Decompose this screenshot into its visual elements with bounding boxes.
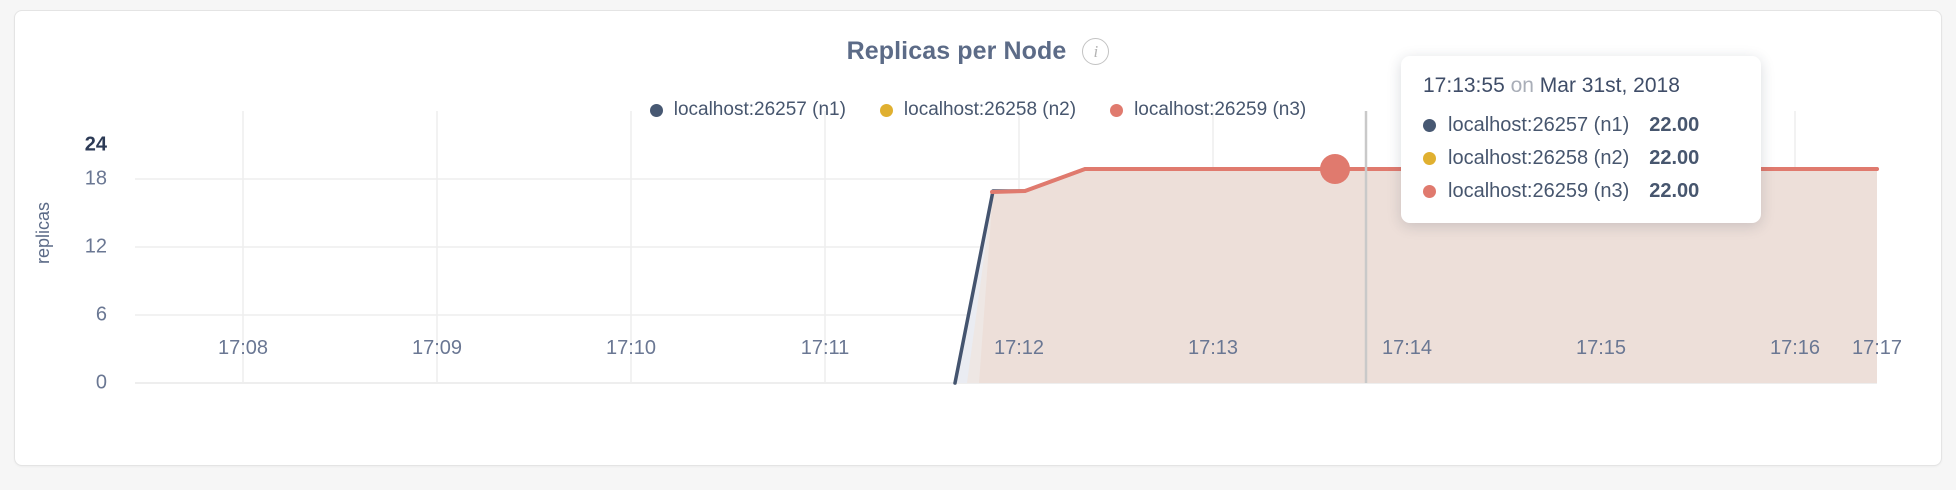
tooltip-dot-icon xyxy=(1423,152,1436,165)
tooltip-dot-icon xyxy=(1423,119,1436,132)
legend-dot-icon xyxy=(1110,103,1124,117)
legend-label-n2: localhost:26258 (n2) xyxy=(903,99,1077,120)
legend-item-n3[interactable]: localhost:26259 (n3) xyxy=(1110,99,1306,121)
chart-legend: localhost:26257 (n1) localhost:26258 (n2… xyxy=(15,99,1941,121)
tooltip-value-n3: 22.00 xyxy=(1649,180,1700,202)
y-tick-24: 24 xyxy=(84,133,107,156)
info-icon[interactable]: i xyxy=(1082,38,1110,65)
x-tick-5: 17:13 xyxy=(1187,337,1239,359)
x-tick-0: 17:08 xyxy=(217,337,269,359)
y-tick-12: 12 xyxy=(84,235,107,258)
legend-dot-icon xyxy=(649,103,663,117)
tooltip-value-n2: 22.00 xyxy=(1649,147,1700,169)
tooltip-label-n1: localhost:26257 (n1) xyxy=(1448,114,1630,136)
tooltip-label-n2: localhost:26258 (n2) xyxy=(1448,147,1630,169)
tooltip-row-n3: localhost:26259 (n3) 22.00 xyxy=(1423,180,1739,203)
chart-tooltip: 17:13:55 on Mar 31st, 2018 localhost:262… xyxy=(1401,56,1761,223)
legend-item-n2[interactable]: localhost:26258 (n2) xyxy=(879,99,1077,121)
tooltip-date: Mar 31st, 2018 xyxy=(1539,74,1680,97)
x-tick-4: 17:12 xyxy=(993,337,1045,359)
y-axis-ticks: 24 18 12 6 0 xyxy=(37,11,107,467)
legend-label-n1: localhost:26257 (n1) xyxy=(673,99,846,120)
x-tick-3: 17:11 xyxy=(800,337,850,359)
tooltip-dot-icon xyxy=(1423,185,1436,198)
tooltip-label-n3: localhost:26259 (n3) xyxy=(1448,180,1630,202)
legend-label-n3: localhost:26259 (n3) xyxy=(1134,99,1307,120)
tooltip-row-n1: localhost:26257 (n1) 22.00 xyxy=(1423,114,1739,137)
tooltip-value-n1: 22.00 xyxy=(1649,114,1700,136)
x-tick-7: 17:15 xyxy=(1575,337,1627,359)
tooltip-row-n2: localhost:26258 (n2) 22.00 xyxy=(1423,147,1739,170)
x-tick-9: 17:17 xyxy=(1851,337,1903,359)
chart-header: Replicas per Node i xyxy=(15,37,1941,66)
page-title: Replicas per Node xyxy=(846,37,1067,65)
legend-item-n1[interactable]: localhost:26257 (n1) xyxy=(649,99,846,121)
legend-dot-icon xyxy=(879,103,893,117)
tooltip-time: 17:13:55 xyxy=(1423,74,1505,97)
x-tick-8: 17:16 xyxy=(1769,337,1821,359)
tooltip-on-word: on xyxy=(1510,74,1534,97)
tooltip-header: 17:13:55 on Mar 31st, 2018 xyxy=(1423,74,1739,98)
chart-card: Replicas per Node i xyxy=(14,10,1942,466)
x-tick-6: 17:14 xyxy=(1381,337,1433,359)
x-tick-2: 17:10 xyxy=(605,337,657,359)
x-tick-1: 17:09 xyxy=(411,337,463,359)
y-tick-18: 18 xyxy=(84,167,107,190)
y-tick-6: 6 xyxy=(95,303,107,326)
y-tick-0: 0 xyxy=(95,371,107,394)
x-axis-ticks: 17:08 17:09 17:10 17:11 17:12 17:13 17:1… xyxy=(15,11,1943,467)
